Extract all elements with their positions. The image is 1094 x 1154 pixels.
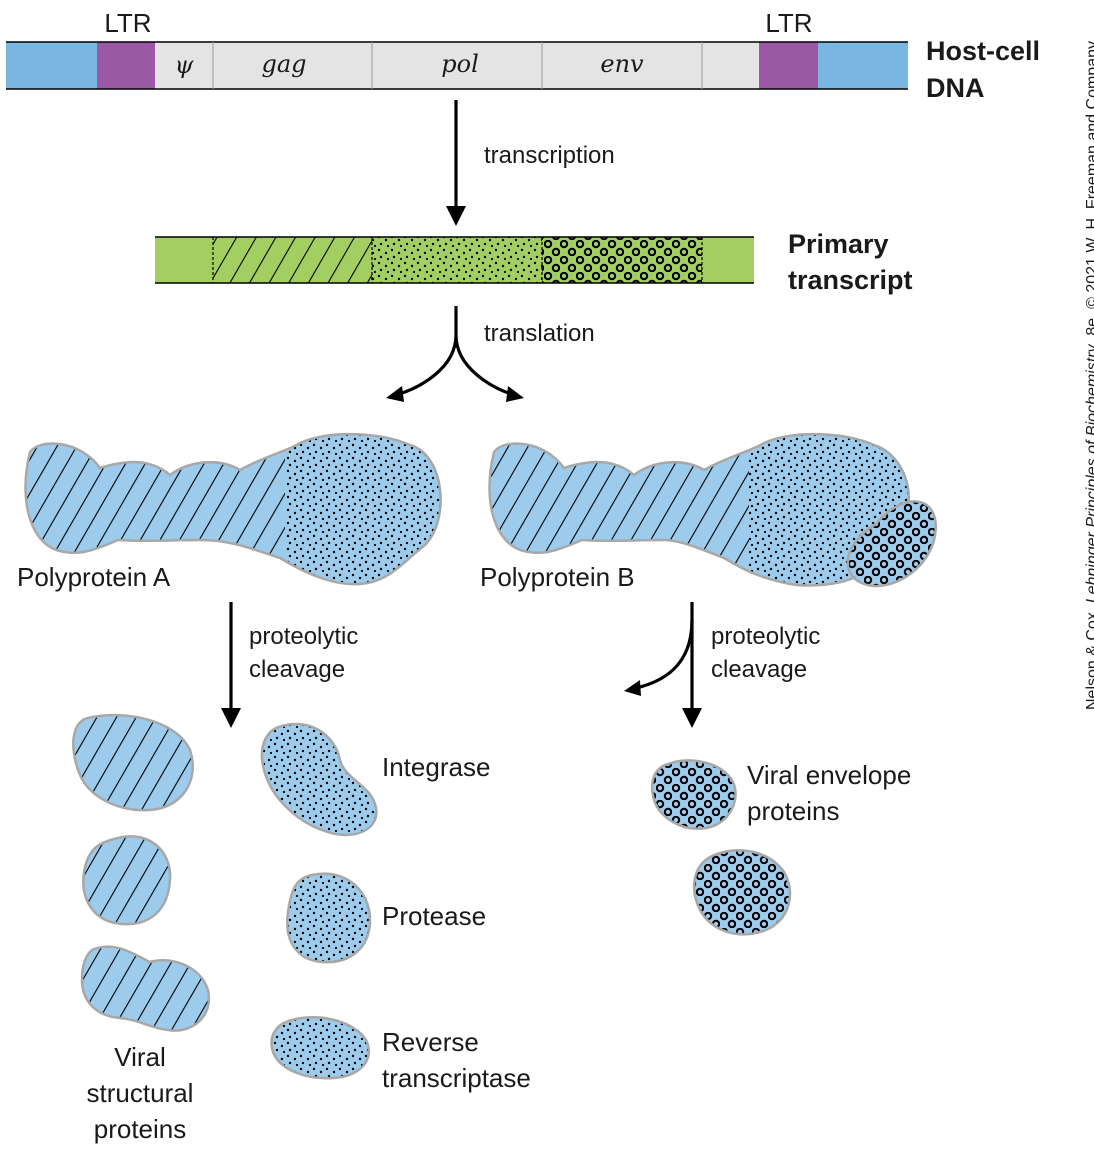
host-dna-left [6, 42, 97, 89]
structural-protein-2 [82, 835, 172, 926]
envelope-protein-2 [692, 849, 792, 936]
viral-envelope-proteins: Viral envelope proteins [650, 759, 911, 936]
polyprotein-a-label: Polyprotein A [17, 562, 171, 592]
credit-suffix: , 8e, © 2021 W. H. Freeman and Company [1084, 40, 1094, 345]
translation-label: translation [484, 320, 595, 347]
translation-arrow: translation [386, 306, 595, 402]
cleavage-b-label-1: proteolytic [711, 623, 820, 650]
protease: Protease [286, 872, 486, 964]
spacer-segment [702, 42, 759, 89]
host-dna-label-1: Host-cell [926, 36, 1040, 66]
credit-book-title: Lehninger Principles of Biochemistry [1084, 344, 1094, 604]
pol-label: pol [441, 50, 479, 78]
protease-label: Protease [382, 901, 486, 931]
env-label: env [600, 50, 644, 78]
structural-protein-3 [80, 945, 211, 1032]
ltr-right [759, 42, 818, 89]
host-dna-label-2: DNA [926, 73, 985, 103]
transcription-label: transcription [484, 142, 615, 169]
rt-label-2: transcriptase [382, 1063, 531, 1093]
transcript-pol-dotted [372, 237, 542, 283]
reverse-transcriptase: Reverse transcriptase [270, 1016, 531, 1093]
transcription-arrow: transcription [446, 100, 615, 226]
structural-label-2: structural [87, 1078, 194, 1108]
host-dna-right [818, 42, 908, 89]
pol-segment [372, 42, 542, 89]
primary-transcript-bar: Primary transcript [155, 229, 913, 295]
structural-label-1: Viral [114, 1042, 166, 1072]
polyprotein-b-label: Polyprotein B [480, 562, 635, 592]
cleavage-arrow-a: proteolytic cleavage [221, 602, 358, 728]
primary-transcript-label-1: Primary [788, 229, 889, 259]
cleavage-a-label-2: cleavage [249, 656, 345, 683]
env-segment [542, 42, 702, 89]
rt-label-1: Reverse [382, 1027, 479, 1057]
psi-segment [155, 42, 213, 89]
structural-label-3: proteins [94, 1114, 187, 1144]
gag-label: gag [261, 50, 306, 78]
gag-segment [213, 42, 372, 89]
envelope-protein-1 [650, 759, 737, 830]
ltr-left-label: LTR [104, 8, 151, 38]
envelope-label-1: Viral envelope [747, 760, 911, 790]
polyprotein-b: Polyprotein B [480, 432, 937, 592]
ltr-left [97, 42, 155, 89]
envelope-label-2: proteins [747, 796, 840, 826]
integrase: Integrase [260, 722, 490, 837]
copyright-credit: Nelson & Cox, Lehninger Principles of Bi… [1058, 16, 1094, 716]
ltr-right-label: LTR [765, 8, 812, 38]
transcript-env-rings [542, 237, 702, 283]
cleavage-a-label-1: proteolytic [249, 623, 358, 650]
structural-protein-1 [72, 713, 194, 812]
host-cell-dna-bar: LTR LTR ψ gag pol env Host-cell DNA [6, 8, 1040, 103]
cleavage-b-label-2: cleavage [711, 656, 807, 683]
viral-structural-proteins: Viral structural proteins [72, 713, 211, 1144]
psi-label: ψ [175, 51, 195, 79]
credit-prefix: Nelson & Cox, [1084, 607, 1094, 710]
transcript-gag-hatched [213, 237, 372, 283]
polyprotein-a: Polyprotein A [17, 432, 442, 592]
primary-transcript-label-2: transcript [788, 265, 913, 295]
integrase-label: Integrase [382, 752, 490, 782]
cleavage-arrow-b: proteolytic cleavage [624, 602, 820, 728]
